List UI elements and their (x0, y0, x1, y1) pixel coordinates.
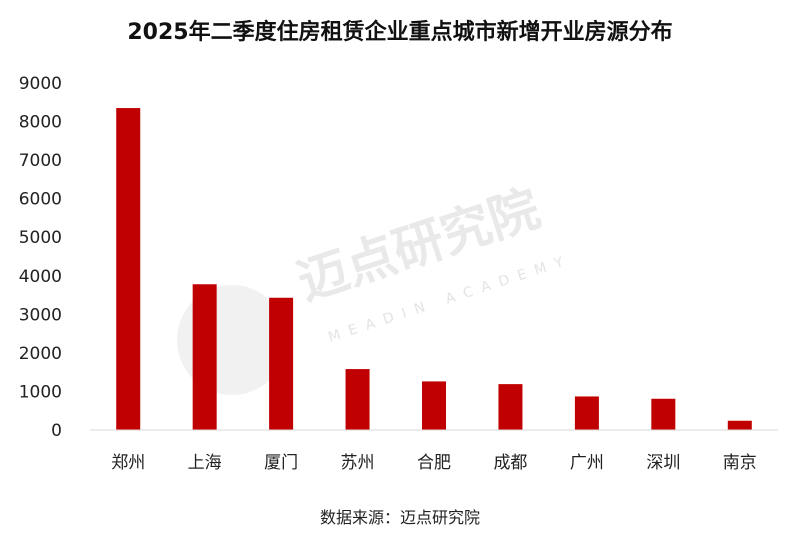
y-tick-label: 0 (51, 421, 62, 441)
x-tick-label: 广州 (570, 453, 604, 473)
y-tick-label: 8000 (19, 113, 62, 133)
bar-4 (422, 381, 446, 430)
watermark: 迈点研究院 MEADIN ACADEMY (177, 179, 574, 395)
bar-2 (269, 297, 294, 430)
bar-8 (727, 420, 752, 430)
y-tick-label: 3000 (19, 305, 62, 325)
y-tick-label: 7000 (19, 151, 62, 171)
watermark-text: 迈点研究院 (291, 179, 547, 311)
y-tick-label: 9000 (19, 74, 62, 94)
y-tick-label: 5000 (19, 228, 62, 248)
x-tick-label: 南京 (723, 453, 757, 473)
bar-0 (116, 108, 141, 431)
x-tick-label: 上海 (188, 453, 222, 473)
bars (116, 108, 752, 431)
chart-title: 2025年二季度住房租赁企业重点城市新增开业房源分布 (127, 20, 673, 45)
bar-6 (574, 396, 599, 430)
bar-1 (192, 284, 217, 430)
bar-5 (498, 384, 523, 430)
x-axis: 郑州 上海 厦门 苏州 合肥 成都 广州 深圳 南京 (111, 453, 757, 473)
bar-7 (651, 398, 676, 430)
x-tick-label: 郑州 (111, 453, 145, 473)
y-tick-label: 6000 (19, 190, 62, 210)
x-tick-label: 成都 (493, 453, 527, 473)
x-tick-label: 厦门 (264, 453, 298, 473)
y-tick-label: 4000 (19, 267, 62, 287)
x-tick-label: 合肥 (417, 453, 451, 473)
y-tick-label: 1000 (19, 382, 62, 402)
x-tick-label: 深圳 (646, 453, 680, 473)
x-tick-label: 苏州 (341, 453, 375, 473)
source-note: 数据来源：迈点研究院 (319, 508, 480, 527)
y-axis: 0 1000 2000 3000 4000 5000 6000 7000 8000 9000 (19, 74, 62, 441)
y-tick-label: 2000 (19, 344, 62, 364)
bar-3 (345, 369, 370, 430)
